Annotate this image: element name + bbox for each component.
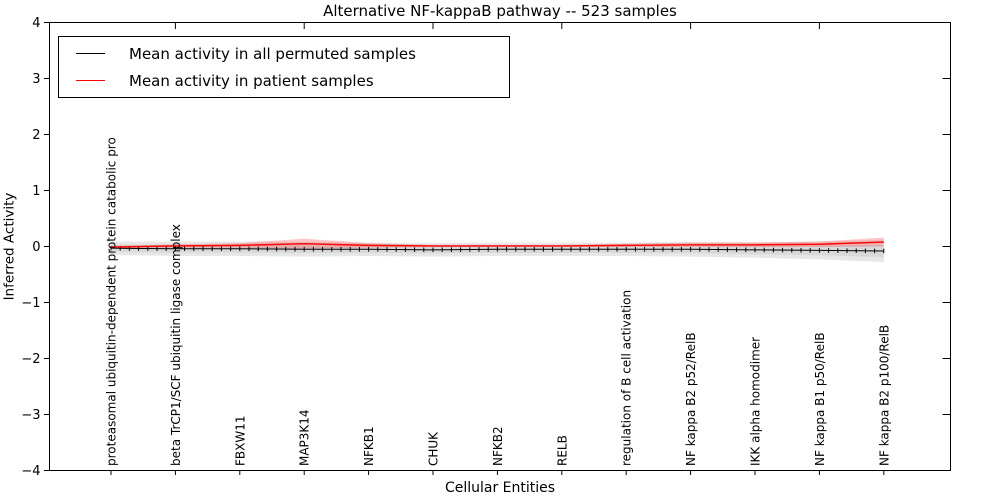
legend-label-patient: Mean activity in patient samples [129,71,374,90]
x-tick-label: RELB [555,435,569,466]
x-axis-label: Cellular Entities [444,480,556,496]
y-axis-label: Inferred Activity [1,192,18,301]
x-tick-label: NFKB1 [362,426,376,466]
y-tick-label: 3 [32,72,40,87]
x-tick-label: MAP3K14 [298,409,312,466]
y-tick-label: 2 [32,128,40,143]
patient-band [111,237,884,249]
x-tick-label: NF kappa B2 p52/RelB [684,332,698,466]
x-tick-label: NF kappa B1 p50/RelB [813,332,827,466]
x-tick-label: NF kappa B2 p100/RelB [877,325,891,466]
x-tick-label: CHUK [427,431,441,466]
legend-item-patient: Mean activity in patient samples [59,71,509,91]
y-tick-label: 1 [32,184,40,199]
permuted-line-swatch [76,53,105,54]
legend-label-permuted: Mean activity in all permuted samples [129,44,416,63]
chart-title: Alternative NF-kappaB pathway -- 523 sam… [323,2,677,20]
x-tick-label: FBXW11 [233,416,247,467]
patient-line-swatch [76,80,105,81]
y-tick-label: −2 [21,352,40,367]
y-tick-label: 0 [32,240,40,255]
legend-box: Mean activity in all permuted samples Me… [58,36,510,98]
patient-mean-line [110,241,884,248]
x-tick-label: proteasomal ubiquitin-dependent protein … [105,137,119,466]
legend-item-permuted: Mean activity in all permuted samples [59,44,509,64]
y-tick-label: 4 [32,16,40,31]
y-tick-label: −1 [21,296,40,311]
x-tick-label: IKK alpha homodimer [749,337,763,466]
y-tick-label: −4 [21,464,40,479]
x-tick-label: regulation of B cell activation [620,290,634,466]
x-tick-label: NFKB2 [491,426,505,466]
x-tick-label: beta TrCP1/SCF ubiquitin ligase complex [169,224,183,466]
y-tick-label: −3 [21,408,40,423]
